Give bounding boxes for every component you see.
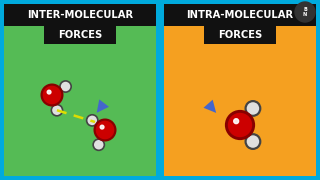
Circle shape xyxy=(47,90,51,94)
Circle shape xyxy=(95,120,116,140)
FancyBboxPatch shape xyxy=(4,4,156,26)
FancyBboxPatch shape xyxy=(164,4,316,26)
Circle shape xyxy=(245,101,260,116)
Text: FORCES: FORCES xyxy=(218,30,262,40)
FancyBboxPatch shape xyxy=(44,26,116,44)
Circle shape xyxy=(234,119,239,124)
Circle shape xyxy=(51,105,62,116)
FancyBboxPatch shape xyxy=(4,4,156,176)
Circle shape xyxy=(87,115,98,126)
Circle shape xyxy=(42,85,62,105)
Text: INTER-MOLECULAR: INTER-MOLECULAR xyxy=(27,10,133,20)
Text: B
N: B N xyxy=(303,7,307,17)
Circle shape xyxy=(60,81,71,92)
Circle shape xyxy=(295,2,315,22)
Circle shape xyxy=(93,139,104,150)
Text: FORCES: FORCES xyxy=(58,30,102,40)
FancyBboxPatch shape xyxy=(204,26,276,44)
Text: INTRA-MOLECULAR: INTRA-MOLECULAR xyxy=(187,10,293,20)
Circle shape xyxy=(226,111,254,139)
Circle shape xyxy=(100,125,104,129)
FancyBboxPatch shape xyxy=(164,4,316,176)
Circle shape xyxy=(245,134,260,149)
